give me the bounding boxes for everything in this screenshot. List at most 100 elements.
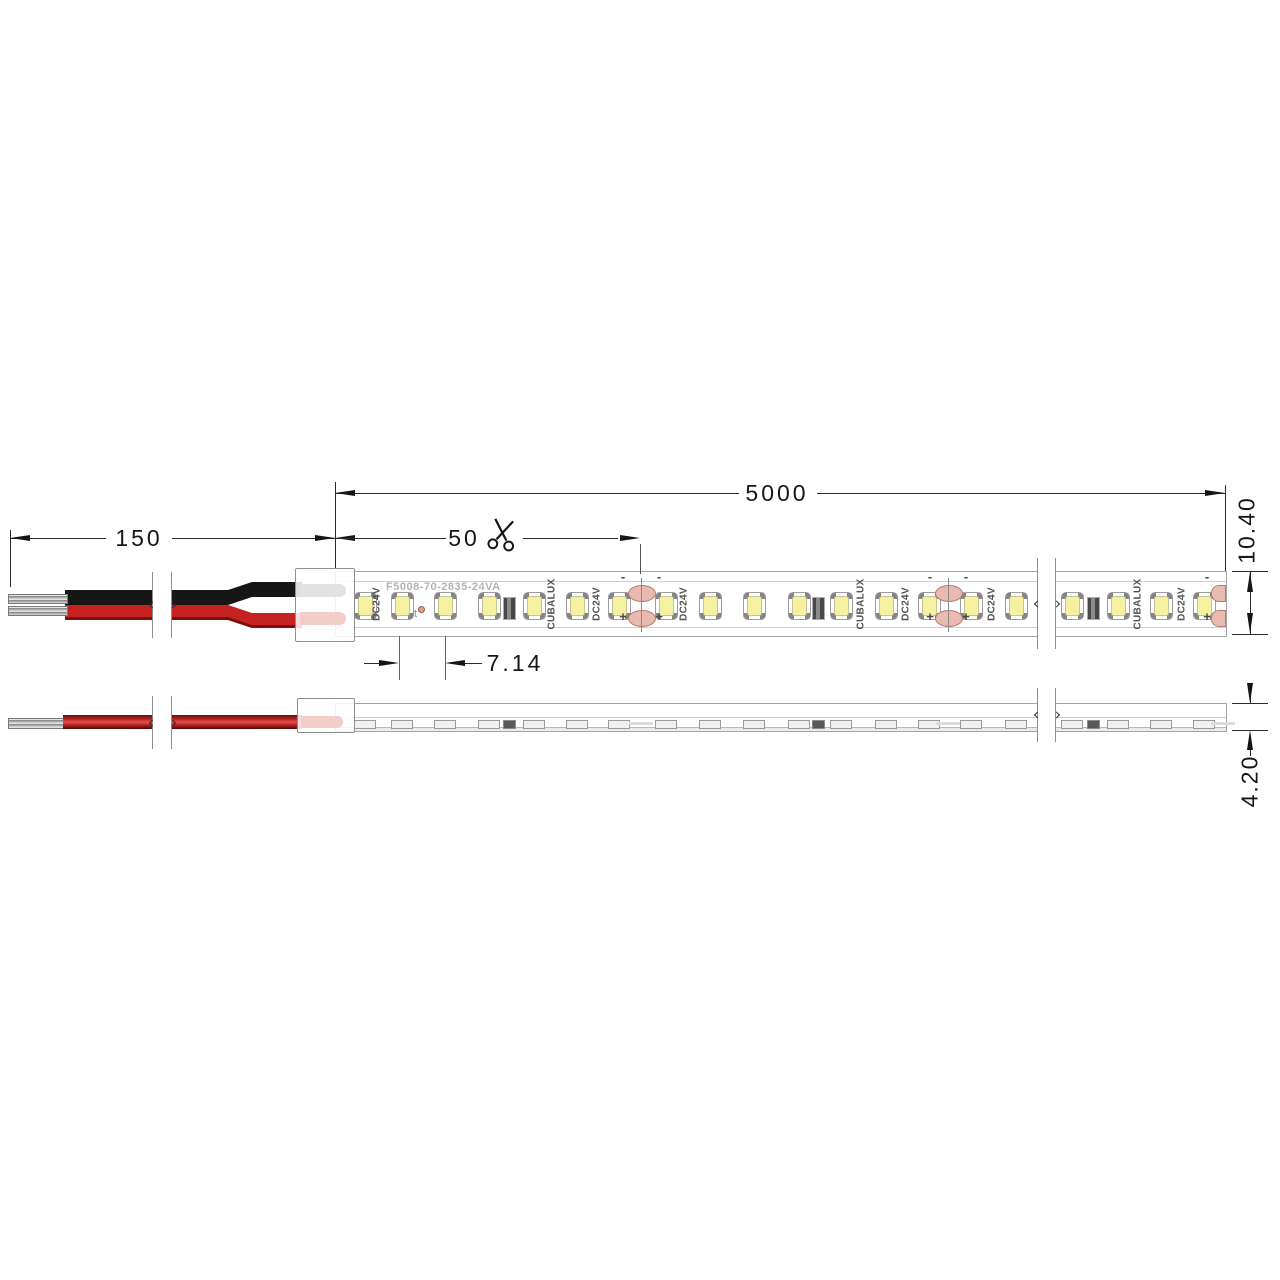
dim-label-714: 7.14 [486, 650, 544, 676]
solder-pad-side-mark [629, 722, 653, 725]
resistor [502, 597, 516, 620]
led-bump-side [743, 720, 765, 729]
black-wire [65, 582, 302, 605]
led-bump-side [830, 720, 852, 729]
dimension-arrow-right-icon [379, 659, 399, 666]
voltage-marking: DC24V [591, 587, 603, 621]
solder-pad-side-mark [936, 722, 960, 725]
led-2835 [654, 592, 678, 620]
strip-break-top [1037, 558, 1056, 649]
resistor [1086, 597, 1100, 620]
connector-end-cap-side [297, 698, 355, 733]
extension-line [10, 530, 11, 587]
dimension-arrow-right-icon [620, 534, 640, 541]
dimension-line [335, 493, 739, 494]
led-2835 [433, 592, 457, 620]
cut-line [640, 578, 642, 632]
led-bump-side [1107, 720, 1129, 729]
wire-break-side [152, 696, 172, 749]
dimension-line [172, 538, 335, 539]
cut-line [947, 578, 949, 632]
led-2835 [874, 592, 898, 620]
voltage-marking: DC24V [986, 587, 998, 621]
dimension-line [523, 538, 618, 539]
solder-pad [935, 610, 963, 627]
led-2835 [522, 592, 546, 620]
led-bump-side [875, 720, 897, 729]
dim-label-150: 150 [115, 525, 163, 551]
led-bump-side [523, 720, 545, 729]
led-2835 [607, 592, 631, 620]
dimension-line [465, 663, 482, 664]
thermometer-icon: t [414, 606, 426, 620]
dimension-arrow-left-icon [10, 534, 30, 541]
polarity-plus: + [655, 609, 663, 624]
red-wire-shade [65, 617, 302, 628]
resistor [811, 597, 825, 620]
brand-marking: CUBALUX [855, 578, 867, 630]
led-bump-side [655, 720, 677, 729]
voltage-marking: DC24V [900, 587, 912, 621]
dim-label-5000: 5000 [745, 480, 809, 506]
led-2835 [1149, 592, 1173, 620]
led-bump-side [699, 720, 721, 729]
led-2835 [1060, 592, 1084, 620]
model-marking: F5008-70-2835-24VA [386, 581, 501, 593]
led-bump-side [354, 720, 376, 729]
extension-line [445, 636, 446, 680]
led-2835 [829, 592, 853, 620]
led-2835 [917, 592, 941, 620]
polarity-minus: - [1204, 569, 1210, 584]
polarity-plus: + [926, 609, 934, 624]
led-bump-side [608, 720, 630, 729]
dimension-arrow-down-icon [1246, 613, 1253, 633]
extension-tick [1232, 703, 1268, 704]
extension-line-cut [640, 544, 641, 574]
polarity-minus: - [963, 569, 969, 584]
led-bump-side [1150, 720, 1172, 729]
stripped-wire-tip [8, 594, 68, 604]
red-wire [65, 605, 302, 628]
polarity-minus: - [656, 569, 662, 584]
resistor-bump-side [502, 720, 516, 729]
brand-marking: CUBALUX [1132, 578, 1144, 630]
red-wire-side [171, 715, 302, 729]
voltage-marking: DC24V [371, 587, 383, 621]
led-bump-side [391, 720, 413, 729]
solder-pad-side-mark [1211, 722, 1235, 725]
led-2835 [477, 592, 501, 620]
led-2835 [959, 592, 983, 620]
extension-line [335, 482, 336, 568]
strip-break-side [1037, 688, 1056, 742]
polarity-plus: + [619, 609, 627, 624]
led-bump-side [960, 720, 982, 729]
dim-label-1040: 10.40 [1233, 496, 1260, 564]
dimension-arrow-right-icon [315, 534, 335, 541]
red-wire-side [63, 715, 152, 729]
gel-fill-line [336, 717, 1226, 718]
dimension-line [364, 663, 379, 664]
led-bump-side [1005, 720, 1027, 729]
dim-label-50: 50 [448, 525, 480, 551]
dimension-arrow-up-icon [1246, 572, 1253, 592]
dimension-arrow-left-icon [445, 659, 465, 666]
led-2835 [698, 592, 722, 620]
led-bump-side [478, 720, 500, 729]
dimension-stem [1250, 750, 1251, 756]
red-wire-stub-side [301, 716, 343, 728]
led-bump-side [434, 720, 456, 729]
pcb-edge-line [336, 627, 1226, 628]
polarity-minus: - [927, 569, 933, 584]
led-2835 [565, 592, 589, 620]
dimension-arrow-down-icon [1246, 683, 1253, 703]
led-2835 [390, 592, 414, 620]
pcb-edge-line [336, 581, 1226, 582]
solder-pad [1211, 610, 1226, 627]
stripped-wire-tip [8, 606, 68, 616]
led-2835 [1192, 592, 1216, 620]
dimension-line [10, 538, 106, 539]
dim-label-420: 4.20 [1236, 754, 1263, 808]
dimension-line [335, 538, 446, 539]
